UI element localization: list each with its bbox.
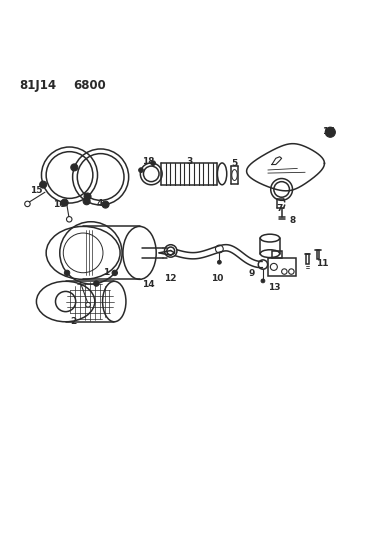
Text: 1: 1 [103,268,110,277]
Circle shape [325,127,335,138]
Bar [268,257,296,276]
Circle shape [64,270,70,276]
Circle shape [328,130,333,135]
Bar [272,251,281,257]
Circle shape [151,161,156,165]
Circle shape [113,271,116,274]
Circle shape [61,199,68,206]
Circle shape [261,279,265,283]
Text: 13: 13 [268,284,280,293]
Text: 6800: 6800 [73,79,106,92]
Circle shape [218,260,221,264]
Text: 14: 14 [142,279,155,288]
Text: 16: 16 [53,200,65,209]
Circle shape [63,201,67,205]
Circle shape [40,181,47,188]
Text: 8: 8 [289,216,296,225]
Text: 81J14: 81J14 [19,79,56,92]
Circle shape [95,282,98,285]
Text: 17: 17 [322,126,335,135]
Text: 18: 18 [142,157,155,166]
Text: 15: 15 [30,186,43,195]
Bar [317,250,319,259]
Circle shape [65,271,69,274]
Bar [306,254,309,264]
Circle shape [71,164,78,171]
Circle shape [139,168,143,173]
Circle shape [103,203,107,206]
Circle shape [41,183,45,187]
Text: 5: 5 [231,159,237,168]
Circle shape [102,201,109,208]
Text: 4: 4 [96,199,103,207]
Circle shape [94,281,99,286]
Circle shape [84,193,91,200]
Text: 10: 10 [211,274,223,284]
Circle shape [83,198,90,205]
Text: 7: 7 [276,204,283,213]
Text: 3: 3 [186,157,192,166]
Circle shape [73,165,76,169]
Circle shape [85,199,89,203]
Text: 2: 2 [70,317,76,326]
Circle shape [85,195,89,198]
Text: 12: 12 [165,274,177,284]
Text: 11: 11 [316,259,329,268]
Text: 9: 9 [249,269,255,278]
Circle shape [112,270,118,276]
